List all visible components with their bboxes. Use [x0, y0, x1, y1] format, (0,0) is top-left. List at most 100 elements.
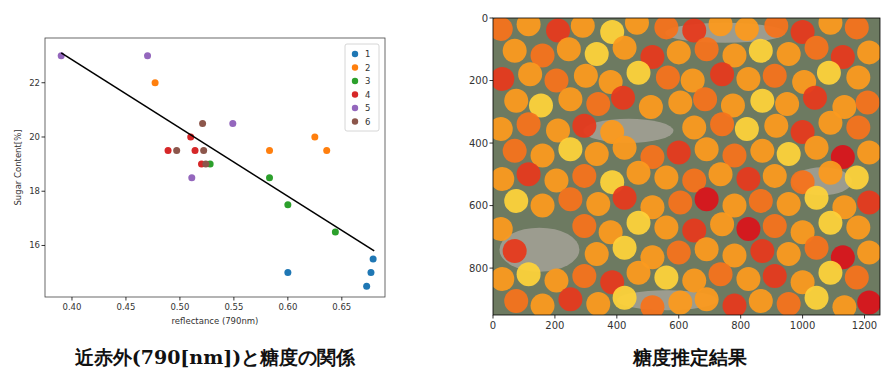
point [558, 87, 582, 111]
x-tick [125, 297, 126, 301]
point [709, 162, 733, 186]
point [611, 86, 635, 110]
x-tick-label: 0.65 [332, 302, 351, 312]
point [370, 256, 377, 263]
point [613, 236, 637, 260]
point [586, 92, 610, 116]
point [586, 192, 610, 216]
legend-label: 1 [365, 49, 370, 59]
point [857, 240, 880, 264]
y-axis-label: Sugar Content[%] [13, 129, 23, 205]
point [531, 294, 555, 315]
point [572, 164, 596, 188]
point [493, 167, 514, 191]
point [558, 287, 582, 311]
point [493, 267, 514, 291]
y-tick [490, 80, 494, 81]
point [558, 137, 582, 161]
point [654, 215, 678, 239]
point [818, 211, 842, 235]
y-tick [42, 136, 46, 137]
point [656, 65, 680, 89]
point [749, 189, 773, 213]
point [763, 164, 787, 188]
point [572, 214, 596, 238]
point [640, 295, 664, 315]
x-tick [678, 315, 679, 319]
point [503, 239, 527, 263]
point [805, 286, 829, 310]
point [736, 267, 760, 291]
point [857, 140, 880, 164]
point [517, 262, 541, 286]
point [695, 237, 719, 261]
x-tick-label: 400 [607, 320, 626, 331]
point [517, 162, 541, 186]
y-tick-label: 18 [29, 186, 40, 196]
point [846, 215, 870, 239]
legend-marker [352, 51, 358, 57]
legend-label: 5 [365, 103, 370, 113]
y-tick [42, 191, 46, 192]
plot-area [493, 18, 880, 315]
point [777, 242, 801, 266]
y-tick-label: 22 [29, 78, 40, 88]
point [311, 133, 318, 140]
point [777, 142, 801, 166]
point [627, 261, 651, 285]
x-tick [616, 315, 617, 319]
point [518, 62, 542, 86]
point [695, 137, 719, 161]
point [736, 167, 760, 191]
point [667, 140, 691, 164]
point [531, 194, 555, 218]
point [517, 18, 541, 36]
point [654, 165, 678, 189]
y-tick-label: 400 [469, 138, 488, 149]
x-tick [802, 315, 803, 319]
point [846, 115, 870, 139]
point [586, 292, 610, 315]
point [572, 114, 596, 138]
legend-label: 3 [365, 76, 370, 86]
point [639, 95, 663, 119]
x-tick-label: 200 [545, 320, 564, 331]
x-tick [179, 297, 180, 301]
point [749, 39, 773, 63]
point [749, 289, 773, 313]
caption: 近赤外(790[nm])と糖度の関係 [74, 346, 357, 368]
point [266, 147, 273, 154]
y-tick-label: 200 [469, 75, 488, 86]
x-tick-label: 0.60 [278, 302, 297, 312]
legend-marker [352, 78, 358, 84]
plot-frame [45, 38, 385, 297]
point [845, 265, 869, 289]
plot-area [58, 52, 377, 290]
x-tick-label: 0.40 [63, 302, 82, 312]
x-tick-label: 0.50 [170, 302, 189, 312]
point [493, 18, 513, 41]
point [695, 37, 719, 61]
x-axis-label: reflectance (790nm) [172, 316, 259, 326]
point [777, 42, 801, 66]
point [627, 61, 651, 85]
point [710, 62, 734, 86]
photo-background [493, 18, 880, 315]
point [818, 111, 842, 135]
plot-frame [493, 18, 880, 315]
figure: 0.400.450.500.550.600.6516182022reflecta… [0, 0, 882, 372]
point [504, 189, 528, 213]
point [682, 115, 706, 139]
point [845, 18, 869, 39]
point [695, 187, 719, 211]
point [200, 147, 207, 154]
x-tick-label: 0.55 [224, 302, 243, 312]
point [777, 192, 801, 216]
point [144, 52, 151, 59]
point [750, 89, 774, 113]
legend: 123456 [345, 44, 379, 131]
point [775, 92, 799, 116]
point [805, 236, 829, 260]
point [367, 269, 374, 276]
x-tick-label: 0.45 [116, 302, 135, 312]
